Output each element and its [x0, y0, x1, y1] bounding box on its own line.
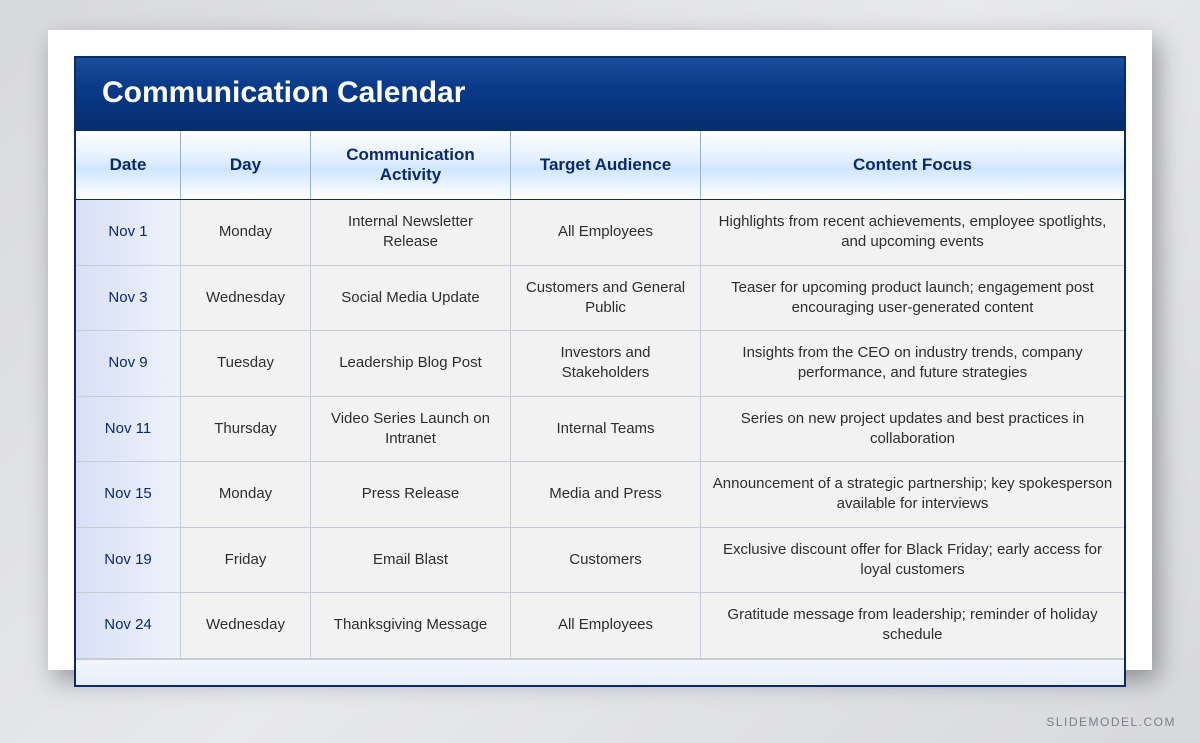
table-row: Nov 15MondayPress ReleaseMedia and Press… — [76, 462, 1124, 528]
cell-audience: Investors and Stakeholders — [511, 331, 701, 396]
cell-focus: Announcement of a strategic partnership;… — [701, 462, 1124, 527]
table-row: Nov 24WednesdayThanksgiving MessageAll E… — [76, 593, 1124, 659]
cell-audience: Internal Teams — [511, 397, 701, 462]
watermark-text: SLIDEMODEL.COM — [1046, 715, 1176, 729]
col-header-date: Date — [76, 131, 181, 199]
table-row: Nov 9TuesdayLeadership Blog PostInvestor… — [76, 331, 1124, 397]
slide: Communication Calendar Date Day Communic… — [48, 30, 1152, 670]
cell-activity: Internal Newsletter Release — [311, 200, 511, 265]
cell-focus: Series on new project updates and best p… — [701, 397, 1124, 462]
table-row: Nov 1MondayInternal Newsletter ReleaseAl… — [76, 200, 1124, 266]
table-row: Nov 11ThursdayVideo Series Launch on Int… — [76, 397, 1124, 463]
cell-focus: Insights from the CEO on industry trends… — [701, 331, 1124, 396]
cell-focus: Gratitude message from leadership; remin… — [701, 593, 1124, 658]
cell-audience: Customers — [511, 528, 701, 593]
col-header-activity: Communication Activity — [311, 131, 511, 199]
col-header-focus: Content Focus — [701, 131, 1124, 199]
table-title: Communication Calendar — [76, 58, 1124, 130]
cell-day: Friday — [181, 528, 311, 593]
cell-day: Thursday — [181, 397, 311, 462]
cell-activity: Email Blast — [311, 528, 511, 593]
cell-activity: Press Release — [311, 462, 511, 527]
cell-date: Nov 19 — [76, 528, 181, 593]
cell-day: Wednesday — [181, 266, 311, 331]
communication-calendar-table: Communication Calendar Date Day Communic… — [74, 56, 1126, 687]
cell-activity: Social Media Update — [311, 266, 511, 331]
cell-day: Wednesday — [181, 593, 311, 658]
cell-audience: All Employees — [511, 593, 701, 658]
table-row: Nov 3WednesdaySocial Media UpdateCustome… — [76, 266, 1124, 332]
table-row: Nov 19FridayEmail BlastCustomersExclusiv… — [76, 528, 1124, 594]
cell-focus: Highlights from recent achievements, emp… — [701, 200, 1124, 265]
cell-date: Nov 9 — [76, 331, 181, 396]
cell-date: Nov 1 — [76, 200, 181, 265]
cell-date: Nov 3 — [76, 266, 181, 331]
cell-activity: Video Series Launch on Intranet — [311, 397, 511, 462]
table-header-row: Date Day Communication Activity Target A… — [76, 130, 1124, 200]
cell-focus: Teaser for upcoming product launch; enga… — [701, 266, 1124, 331]
cell-date: Nov 24 — [76, 593, 181, 658]
cell-audience: Media and Press — [511, 462, 701, 527]
cell-day: Monday — [181, 462, 311, 527]
col-header-day: Day — [181, 131, 311, 199]
cell-activity: Leadership Blog Post — [311, 331, 511, 396]
cell-audience: Customers and General Public — [511, 266, 701, 331]
cell-focus: Exclusive discount offer for Black Frida… — [701, 528, 1124, 593]
cell-day: Monday — [181, 200, 311, 265]
table-footer-row — [76, 659, 1124, 685]
cell-date: Nov 11 — [76, 397, 181, 462]
cell-day: Tuesday — [181, 331, 311, 396]
cell-activity: Thanksgiving Message — [311, 593, 511, 658]
col-header-audience: Target Audience — [511, 131, 701, 199]
table-body: Nov 1MondayInternal Newsletter ReleaseAl… — [76, 200, 1124, 659]
cell-audience: All Employees — [511, 200, 701, 265]
cell-date: Nov 15 — [76, 462, 181, 527]
